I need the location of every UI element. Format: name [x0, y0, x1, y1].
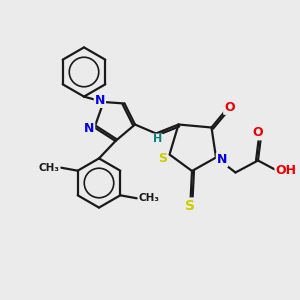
- Text: CH₃: CH₃: [39, 163, 60, 173]
- Text: S: S: [185, 199, 196, 212]
- Text: S: S: [158, 152, 167, 165]
- Text: N: N: [84, 122, 94, 136]
- Text: N: N: [217, 153, 227, 167]
- Text: H: H: [153, 134, 162, 145]
- Text: CH₃: CH₃: [138, 193, 159, 203]
- Text: N: N: [95, 94, 105, 107]
- Text: O: O: [253, 126, 263, 140]
- Text: OH: OH: [275, 164, 296, 178]
- Text: O: O: [224, 101, 235, 114]
